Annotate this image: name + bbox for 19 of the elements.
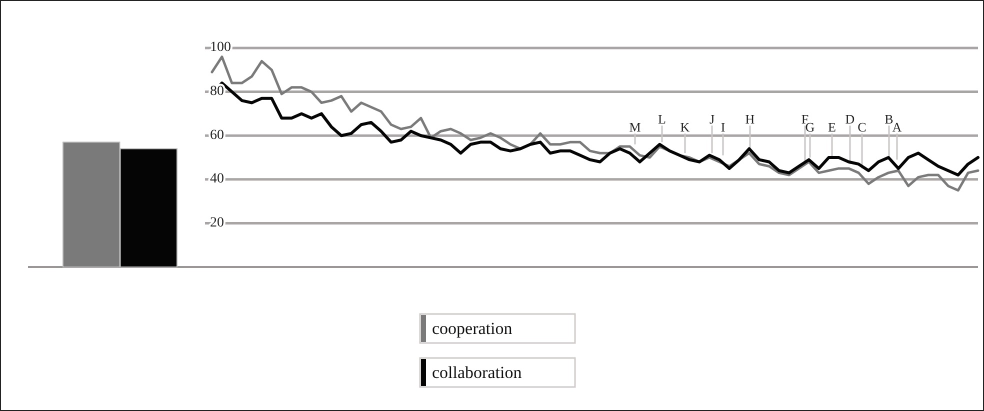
legend-label: cooperation [432,319,513,338]
y-tick-label: 100 [210,40,231,56]
annotation: I [720,120,726,135]
annotation: J [709,112,715,127]
annotation: K [680,120,690,135]
annotation: H [745,112,755,127]
y-tick-label: 40 [210,172,224,187]
legend-label: collaboration [432,363,522,382]
y-tick-label: 60 [210,128,224,143]
annotation: B [884,112,894,127]
annotation: C [858,120,866,135]
annotation: E [828,120,836,135]
y-tick-label: 80 [210,84,224,100]
annotation: A [892,120,902,135]
annotation: G [805,120,815,135]
annotation: M [629,120,642,135]
y-tick-label: 20 [210,215,224,230]
annotation: L [658,112,666,127]
annotation: D [845,112,855,127]
